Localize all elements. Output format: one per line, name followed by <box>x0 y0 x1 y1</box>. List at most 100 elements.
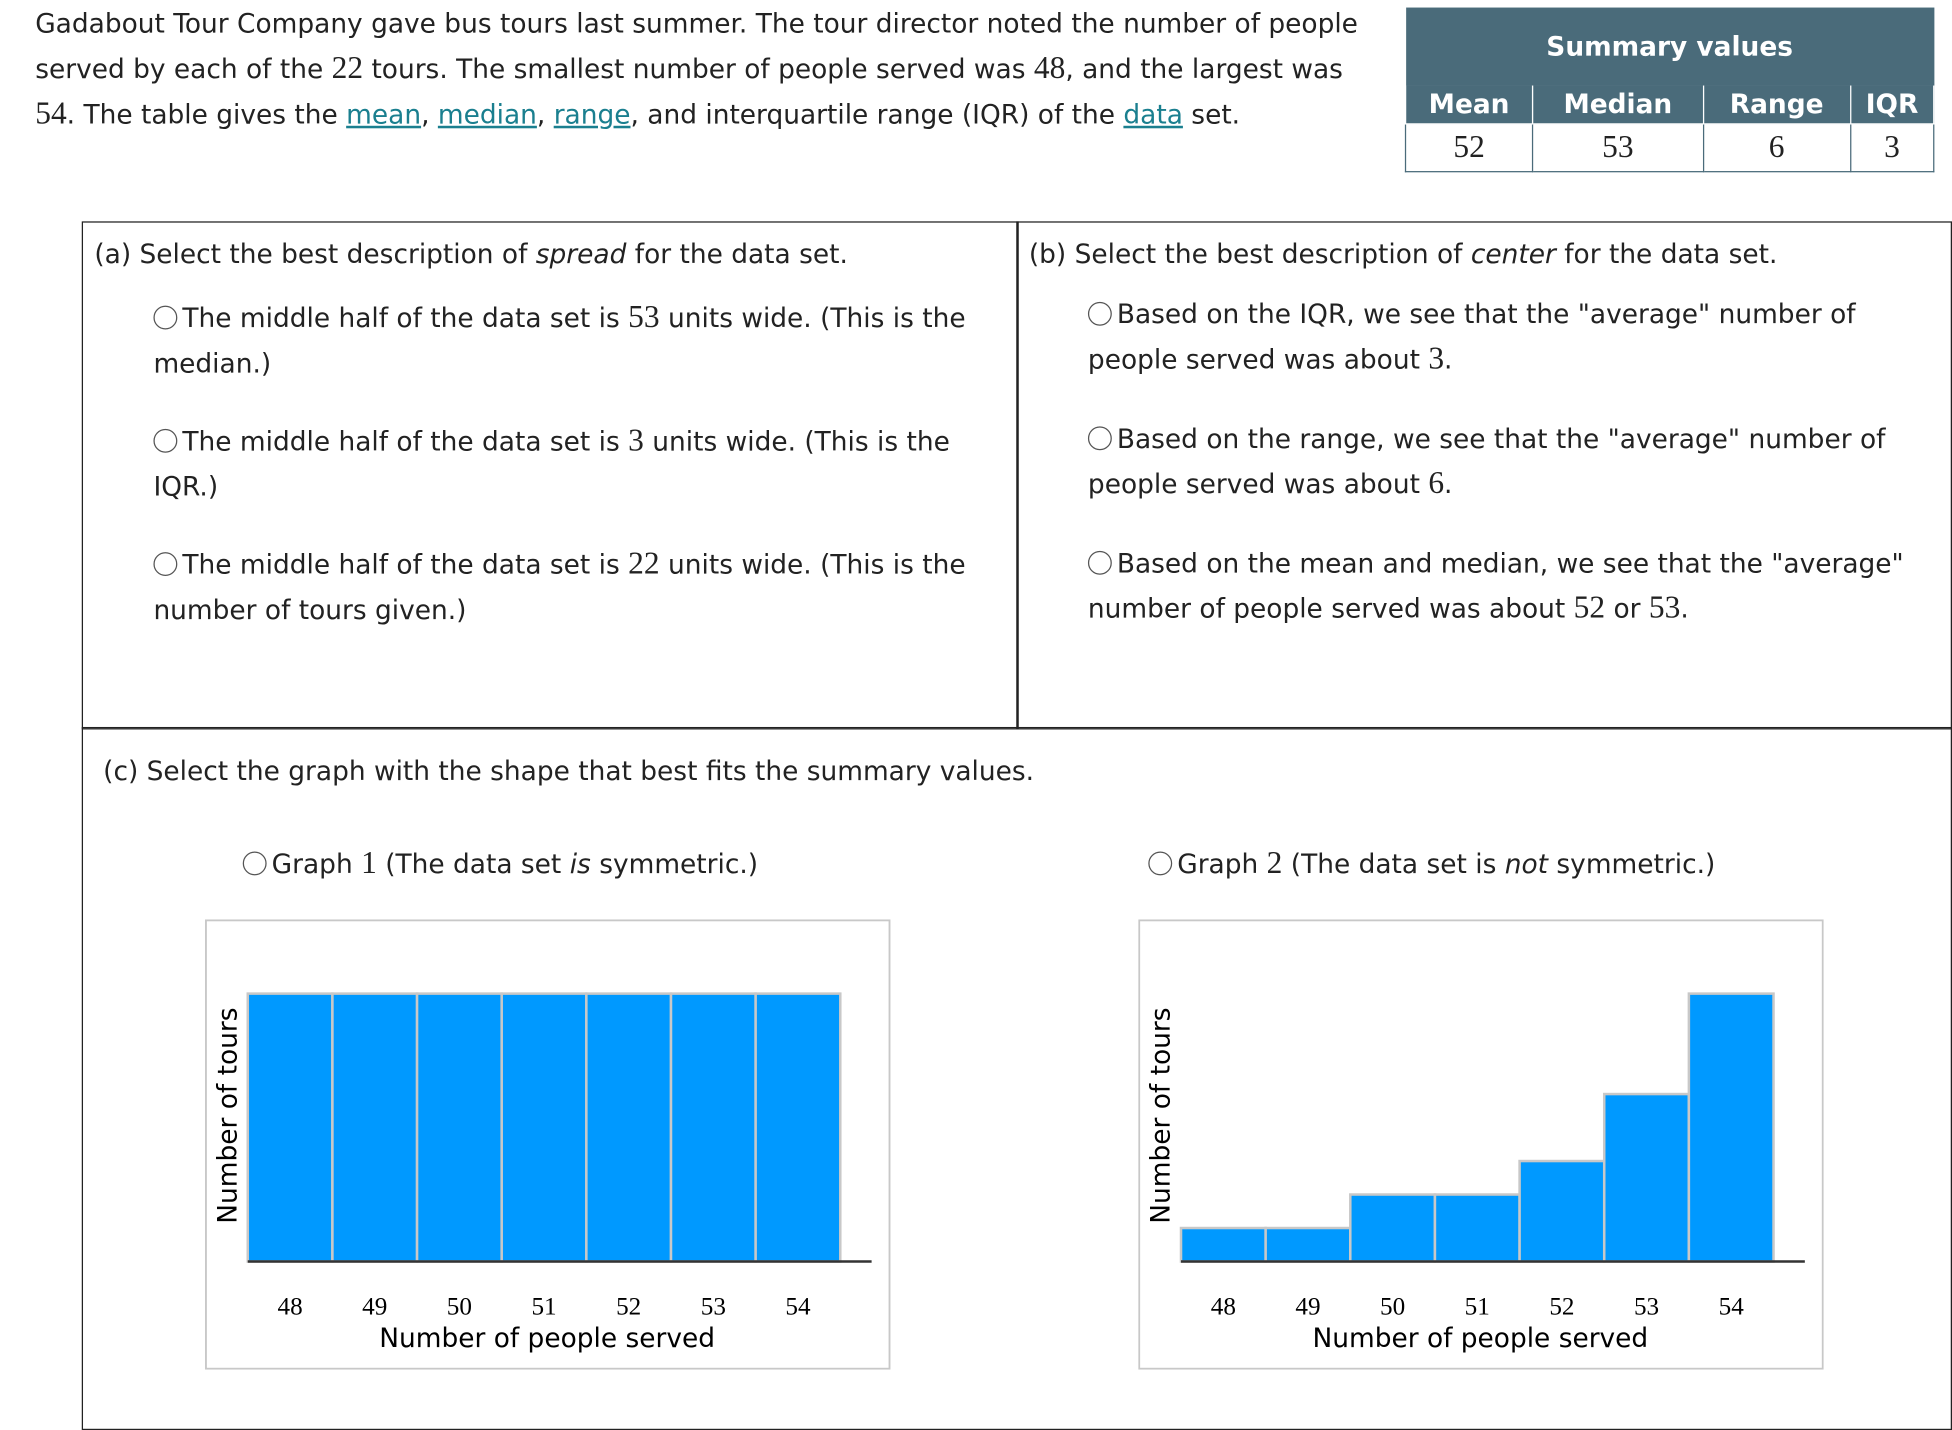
option[interactable]: Based on the range, we see that the "ave… <box>1087 416 1931 507</box>
text: The middle half of the data set is <box>182 549 629 580</box>
bar <box>331 992 419 1263</box>
bar <box>1264 1226 1352 1263</box>
part-b-box <box>1016 221 1952 730</box>
option[interactable]: Based on the mean and median, we see tha… <box>1087 541 1931 632</box>
column-header: Mean <box>1404 85 1534 125</box>
x-axis-label: Number of people served <box>379 1323 715 1354</box>
radio-button[interactable] <box>1087 301 1112 326</box>
text: (b) Select the best description of <box>1028 238 1471 270</box>
text: (c) Select the graph with the shape that… <box>103 755 1035 787</box>
radio-button[interactable] <box>1087 550 1112 575</box>
histogram: 48 49 50 51 52 53 54 Number of people served Num… <box>205 919 891 1370</box>
part-c-box <box>81 726 1952 1430</box>
graph-option[interactable]: Graph 2 (The data set is not symmetric.) <box>1148 841 1715 886</box>
text: symmetric.) <box>1548 848 1716 880</box>
option[interactable]: The middle half of the data set is 53 un… <box>153 296 1008 387</box>
number: 22 <box>331 51 364 86</box>
bar <box>1179 1226 1267 1263</box>
number: 2 <box>1266 846 1283 881</box>
option[interactable]: The middle half of the data set is 22 un… <box>153 542 1008 633</box>
emphasis: center <box>1470 238 1556 270</box>
emphasis: is <box>569 848 591 880</box>
column-header: Range <box>1702 85 1851 125</box>
text: Graph <box>1177 848 1267 880</box>
column-header: Median <box>1532 85 1704 125</box>
text: (a) Select the best description of <box>94 238 536 270</box>
option[interactable]: The middle half of the data set is 3 uni… <box>153 419 1008 510</box>
histogram: 48 49 50 51 52 53 54 Number of people served Num… <box>1138 919 1824 1370</box>
bar <box>669 992 757 1263</box>
radio-button[interactable] <box>1148 851 1173 876</box>
x-tick-label: 49 <box>1295 1293 1320 1320</box>
part-a-prompt: (a) Select the best description of sprea… <box>94 233 848 276</box>
link[interactable]: range <box>553 99 631 130</box>
text: . <box>1444 344 1453 375</box>
x-tick-label: 53 <box>701 1293 726 1320</box>
x-tick-label: 52 <box>1549 1293 1574 1320</box>
text: Gadabout Tour Company gave bus tours las… <box>35 8 1358 85</box>
number: 53 <box>628 300 660 335</box>
number: 54 <box>35 96 67 131</box>
option[interactable]: Based on the IQR, we see that the "avera… <box>1087 292 1943 383</box>
bar <box>1349 1193 1437 1263</box>
text: for the data set. <box>1555 238 1778 270</box>
emphasis: spread <box>535 238 627 270</box>
number: 6 <box>1428 466 1445 501</box>
text: Based on the range, we see that the "ave… <box>1087 423 1886 500</box>
link[interactable]: median <box>437 99 537 130</box>
text: Based on the mean and median, we see tha… <box>1087 548 1904 624</box>
x-tick-label: 50 <box>447 1293 472 1320</box>
value-cell: 6 <box>1702 123 1851 173</box>
bar <box>1433 1193 1521 1263</box>
number: 3 <box>628 423 644 458</box>
x-tick-label: 51 <box>531 1293 556 1320</box>
x-tick-label: 50 <box>1380 1293 1405 1320</box>
table-title: Summary values <box>1405 7 1934 86</box>
radio-button[interactable] <box>153 552 178 577</box>
part-c-prompt: (c) Select the graph with the shape that… <box>103 750 1034 793</box>
x-axis-label: Number of people served <box>1312 1323 1648 1354</box>
text: tours. The smallest number of people ser… <box>363 54 1034 85</box>
text: , <box>421 99 438 130</box>
x-tick-label: 53 <box>1634 1293 1659 1320</box>
radio-button[interactable] <box>1087 426 1112 451</box>
x-tick-label: 49 <box>362 1293 387 1320</box>
bar <box>1687 992 1775 1263</box>
radio-button[interactable] <box>153 428 178 453</box>
link[interactable]: data <box>1123 99 1183 130</box>
bar <box>246 992 334 1263</box>
x-tick-label: 51 <box>1465 1293 1490 1320</box>
text: . The table gives the <box>66 99 347 130</box>
number: 3 <box>1428 342 1445 377</box>
y-axis-label: Number of tours <box>1146 1008 1177 1224</box>
part-a-box <box>81 221 1019 730</box>
x-tick-label: 48 <box>1211 1293 1236 1320</box>
number: 22 <box>628 547 660 582</box>
text: symmetric.) <box>590 848 759 880</box>
intro: Gadabout Tour Company gave bus tours las… <box>35 3 1391 138</box>
bar <box>585 992 673 1263</box>
x-tick-label: 54 <box>1719 1293 1745 1320</box>
value-cell: 3 <box>1849 123 1935 173</box>
part-b-prompt: (b) Select the best description of cente… <box>1029 233 1778 276</box>
number: 48 <box>1033 51 1066 86</box>
value-cell: 52 <box>1404 123 1534 173</box>
text: set. <box>1182 99 1241 130</box>
emphasis: not <box>1504 848 1549 880</box>
x-tick-label: 54 <box>785 1293 811 1320</box>
bar <box>754 992 842 1263</box>
link[interactable]: mean <box>346 99 422 130</box>
y-axis-label: Number of tours <box>212 1008 243 1224</box>
text: , <box>536 99 554 130</box>
number: 1 <box>361 846 377 881</box>
column-header: IQR <box>1849 85 1935 125</box>
text: units wide. (This is the IQR.) <box>153 426 950 502</box>
radio-button[interactable] <box>242 851 267 876</box>
x-tick-label: 52 <box>616 1293 641 1320</box>
summary-table: Summary values Mean Median Range IQR 52 … <box>1404 7 1935 173</box>
graph-option[interactable]: Graph 1 (The data set is symmetric.) <box>242 841 759 886</box>
radio-button[interactable] <box>153 305 178 330</box>
text: Based on the IQR, we see that the "avera… <box>1087 299 1856 375</box>
text: units wide. (This is the number of tours… <box>153 549 966 626</box>
